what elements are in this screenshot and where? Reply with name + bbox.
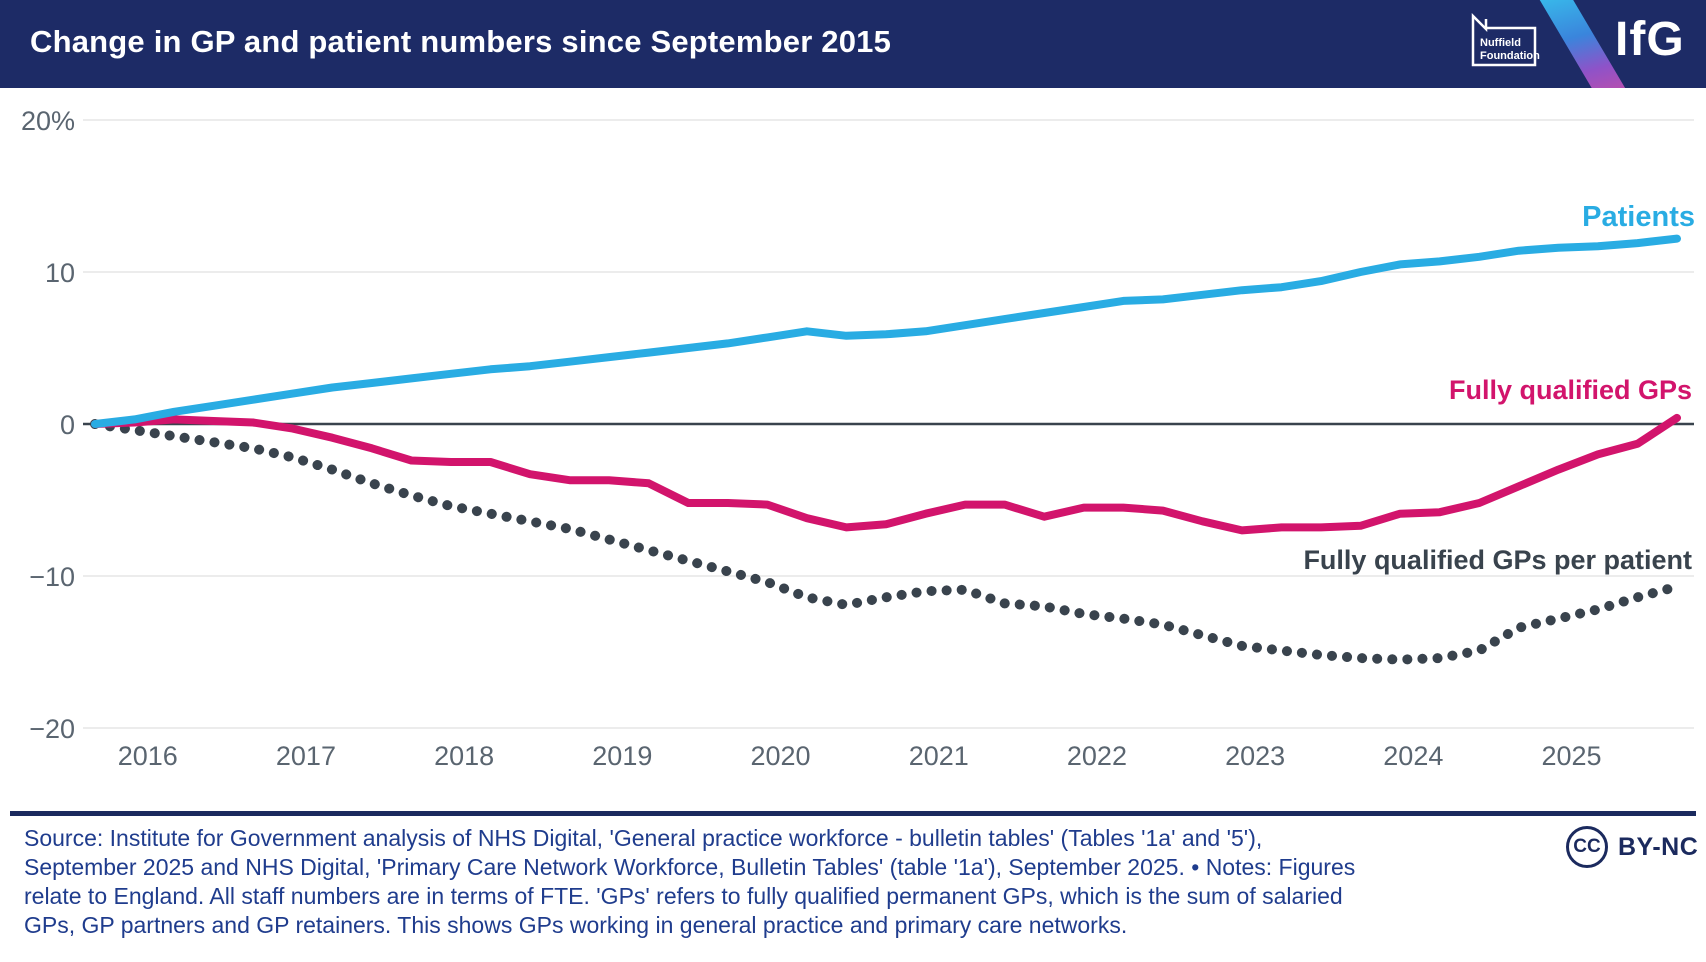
source-line: GPs, GP partners and GP retainers. This … [24, 912, 1128, 938]
license-badge: CC BY-NC [1566, 826, 1698, 868]
source-line: relate to England. All staff numbers are… [24, 883, 1343, 909]
y-tick-label: −10 [29, 562, 75, 592]
x-tick-label: 2016 [118, 741, 178, 771]
x-axis-labels: 2016 2017 2018 2019 2020 2021 2022 2023 2024 2025 [118, 741, 1602, 771]
header-bar: Change in GP and patient numbers since S… [0, 0, 1706, 88]
x-tick-label: 2022 [1067, 741, 1127, 771]
series-label-fully-qualified-gps: Fully qualified GPs [1449, 375, 1692, 405]
series-line-patients [91, 234, 1681, 428]
nuffield-foundation-logo: Nuffield Foundation [1471, 12, 1540, 67]
x-tick-label: 2017 [276, 741, 336, 771]
ifg-logo: IfG [1615, 13, 1685, 66]
nuffield-logo-line2: Foundation [1480, 50, 1540, 62]
source-line: September 2025 and NHS Digital, 'Primary… [24, 854, 1356, 880]
y-tick-label: −20 [29, 714, 75, 744]
x-tick-label: 2025 [1541, 741, 1601, 771]
series-line-fully-qualified-gps-per-patient [90, 419, 1682, 665]
series-label-patients: Patients [1582, 201, 1695, 233]
source-line: Source: Institute for Government analysi… [24, 825, 1263, 851]
x-tick-label: 2019 [592, 741, 652, 771]
x-tick-label: 2021 [909, 741, 969, 771]
y-axis-labels: 20% 10 0 −10 −20 [21, 106, 75, 744]
y-tick-label: 20% [21, 106, 75, 136]
license-name: BY-NC [1618, 832, 1699, 861]
series-label-gps-per-patient: Fully qualified GPs per patient [1303, 545, 1692, 575]
x-tick-label: 2023 [1225, 741, 1285, 771]
page-title: Change in GP and patient numbers since S… [30, 24, 892, 59]
series-line-fully-qualified-gps [91, 413, 1681, 535]
nuffield-n-icon [1471, 12, 1488, 33]
data-series [90, 234, 1682, 665]
x-tick-label: 2018 [434, 741, 494, 771]
gridlines [83, 119, 1694, 729]
creative-commons-icon: CC [1566, 826, 1608, 868]
nuffield-box-outline [1471, 26, 1537, 67]
nuffield-logo-line1: Nuffield [1480, 37, 1521, 49]
x-tick-label: 2020 [750, 741, 810, 771]
y-tick-label: 0 [60, 410, 75, 440]
source-notes: Source: Institute for Government analysi… [24, 824, 1355, 940]
footer-divider [10, 811, 1696, 816]
x-tick-label: 2024 [1383, 741, 1443, 771]
y-tick-label: 10 [45, 258, 75, 288]
